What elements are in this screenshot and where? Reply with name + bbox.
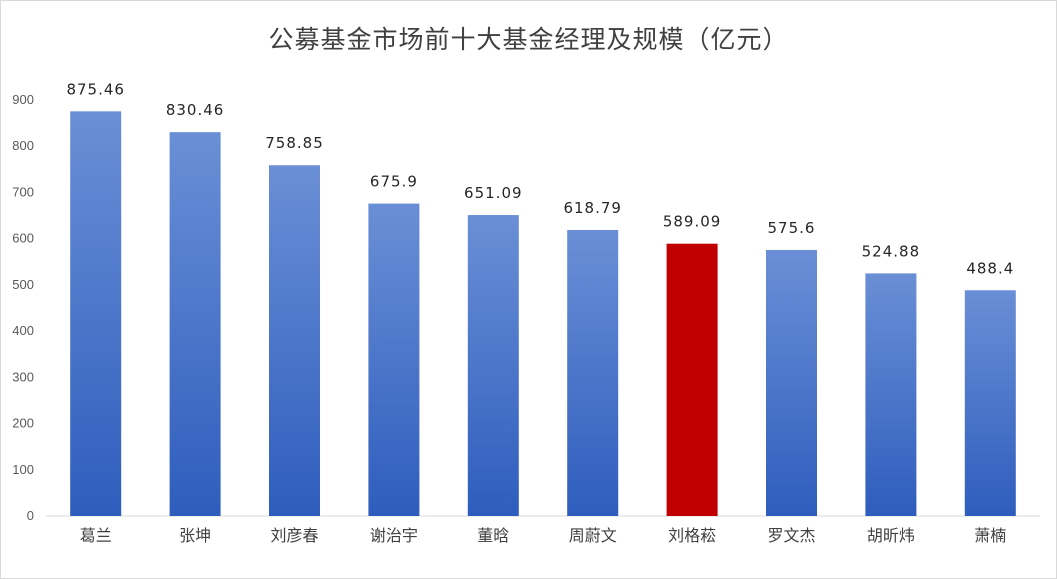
y-tick-label: 0	[27, 508, 34, 523]
y-tick-label: 700	[12, 184, 34, 199]
x-category-label: 葛兰	[80, 526, 112, 545]
x-category-label: 刘格菘	[668, 526, 716, 545]
bar-highlighted	[666, 243, 718, 516]
data-label: 488.4	[966, 259, 1014, 277]
x-category-label: 谢治宇	[370, 526, 418, 545]
bar	[368, 203, 420, 517]
x-category-label: 周蔚文	[569, 526, 617, 545]
y-tick-label: 300	[12, 369, 34, 384]
data-label: 830.46	[166, 101, 225, 119]
bar	[269, 165, 320, 516]
data-label: 651.09	[464, 184, 523, 202]
y-tick-label: 100	[12, 462, 34, 477]
bar	[70, 111, 122, 517]
y-tick-label: 200	[12, 416, 34, 431]
x-axis: 葛兰 张坤 刘彦春 谢治宇 董晗 周蔚文 刘格菘 罗文杰 胡昕炜 萧楠	[46, 515, 1040, 545]
y-axis: 0 100 200 300 400 500 600 700 800 900	[12, 92, 34, 523]
x-category-label: 董晗	[477, 526, 509, 545]
bars	[70, 111, 1016, 517]
x-category-label: 罗文杰	[767, 526, 815, 545]
data-label: 618.79	[563, 199, 622, 217]
bar	[169, 132, 221, 516]
x-category-label: 胡昕炜	[867, 526, 915, 545]
data-label: 875.46	[66, 80, 125, 98]
y-tick-label: 600	[12, 231, 34, 246]
x-category-label: 刘彦春	[270, 526, 318, 545]
bar	[567, 229, 619, 516]
bar	[964, 290, 1016, 516]
bar	[865, 273, 917, 516]
x-category-label: 萧楠	[974, 526, 1006, 545]
chart-title: 公募基金市场前十大基金经理及规模（亿元）	[268, 25, 789, 54]
data-label: 675.9	[370, 173, 418, 191]
data-label: 524.88	[862, 242, 921, 260]
data-label: 589.09	[663, 213, 722, 231]
x-category-label: 张坤	[179, 526, 211, 545]
bar	[467, 215, 519, 516]
y-tick-label: 800	[12, 138, 34, 153]
data-label: 575.6	[768, 219, 816, 237]
y-tick-label: 900	[12, 92, 34, 107]
y-tick-label: 400	[12, 323, 34, 338]
y-tick-label: 500	[12, 277, 34, 292]
data-label: 758.85	[265, 134, 324, 152]
data-labels: 875.46 830.46 758.85 675.9 651.09 618.79 589.0…	[66, 80, 1014, 277]
bar	[766, 249, 817, 516]
